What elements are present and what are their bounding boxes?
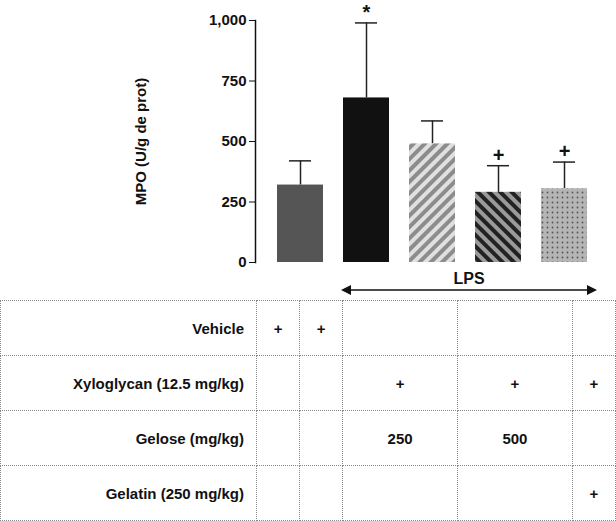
svg-text:0: 0 — [238, 253, 246, 270]
html-text:500: 500 — [502, 429, 528, 447]
svg-text:+: + — [559, 140, 571, 162]
html-text:Xyloglycan (12.5 mg/kg): Xyloglycan (12.5 mg/kg) — [73, 374, 244, 392]
svg-text:500: 500 — [221, 132, 246, 149]
svg-text:MPO (U/g de prot): MPO (U/g de prot) — [132, 78, 149, 206]
html-text:Gelose (mg/kg): Gelose (mg/kg) — [135, 429, 244, 447]
svg-text:LPS: LPS — [453, 270, 484, 287]
svg-text:*: * — [363, 1, 371, 23]
svg-text:750: 750 — [221, 72, 246, 89]
html-text:250: 250 — [387, 429, 413, 447]
html-text:Vehicle: Vehicle — [192, 319, 244, 337]
svg-text:1,000: 1,000 — [209, 11, 247, 28]
svg-text:+: + — [493, 144, 505, 166]
html-text:Gelatin (250 mg/kg): Gelatin (250 mg/kg) — [105, 484, 244, 502]
svg-text:250: 250 — [221, 193, 246, 210]
